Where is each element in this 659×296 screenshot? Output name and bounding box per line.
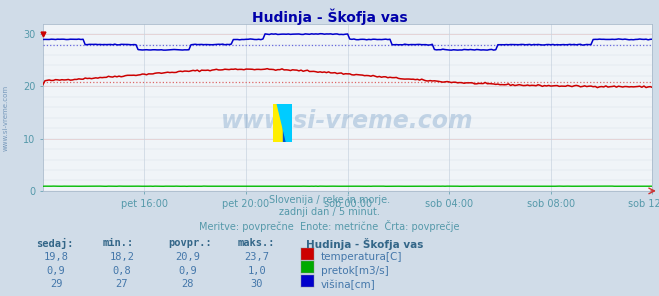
Text: sedaj:: sedaj: — [36, 238, 74, 249]
Text: 20,9: 20,9 — [175, 252, 200, 262]
Text: Slovenija / reke in morje.: Slovenija / reke in morje. — [269, 195, 390, 205]
Text: povpr.:: povpr.: — [168, 238, 212, 248]
Text: www.si-vreme.com: www.si-vreme.com — [221, 109, 474, 133]
Text: 0,8: 0,8 — [113, 266, 131, 276]
Text: temperatura[C]: temperatura[C] — [321, 252, 403, 262]
Text: 23,7: 23,7 — [244, 252, 270, 262]
Text: 19,8: 19,8 — [43, 252, 69, 262]
Text: maks.:: maks.: — [237, 238, 275, 248]
Text: Hudinja - Škofja vas: Hudinja - Škofja vas — [306, 238, 424, 250]
Text: 30: 30 — [251, 279, 263, 289]
Text: 27: 27 — [116, 279, 128, 289]
Text: zadnji dan / 5 minut.: zadnji dan / 5 minut. — [279, 207, 380, 217]
Text: 28: 28 — [182, 279, 194, 289]
Bar — [283, 104, 292, 142]
Bar — [273, 104, 283, 142]
Text: 1,0: 1,0 — [248, 266, 266, 276]
Text: pretok[m3/s]: pretok[m3/s] — [321, 266, 389, 276]
Text: višina[cm]: višina[cm] — [321, 279, 376, 290]
Text: Hudinja - Škofja vas: Hudinja - Škofja vas — [252, 8, 407, 25]
Text: min.:: min.: — [102, 238, 133, 248]
Text: www.si-vreme.com: www.si-vreme.com — [2, 85, 9, 152]
Text: 0,9: 0,9 — [47, 266, 65, 276]
Polygon shape — [277, 104, 292, 142]
Text: 0,9: 0,9 — [179, 266, 197, 276]
Text: 29: 29 — [50, 279, 62, 289]
Text: Meritve: povprečne  Enote: metrične  Črta: povprečje: Meritve: povprečne Enote: metrične Črta:… — [199, 220, 460, 232]
Text: 18,2: 18,2 — [109, 252, 134, 262]
